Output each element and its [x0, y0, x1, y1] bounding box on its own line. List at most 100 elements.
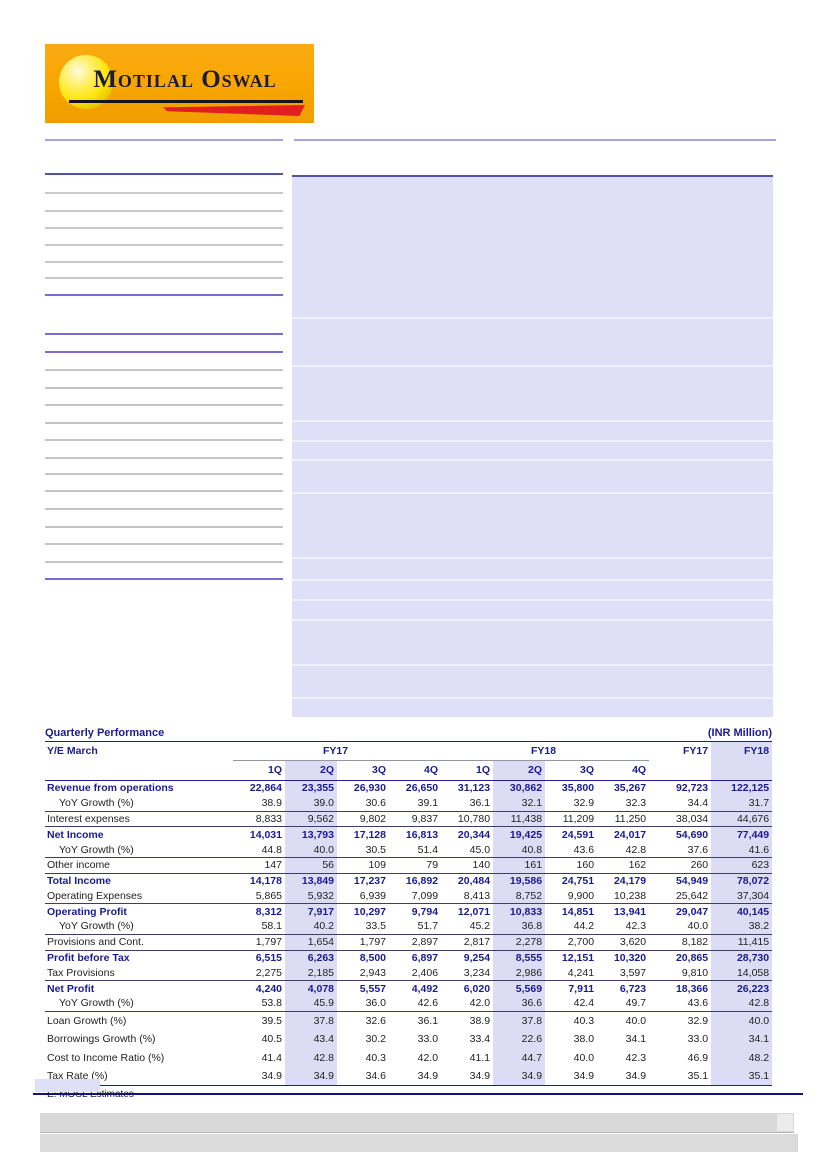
row-label: YoY Growth (%): [59, 920, 134, 933]
value-cell: 6,939: [359, 889, 386, 902]
value-cell: 45.9: [285, 995, 337, 1012]
value-cell: 10,780: [457, 812, 491, 825]
value-cell: 36.1: [469, 797, 491, 810]
quarterly-performance-section: Quarterly Performance (INR Million) Y/E …: [45, 726, 773, 1100]
highlight-content-block: [292, 175, 773, 717]
value-cell: 8,833: [255, 812, 282, 825]
value-cell: 20,484: [457, 875, 491, 888]
table-row: Tax Rate (%) 34.9 34.9 34.6 34.9 34.9 34.9 34.9…: [45, 1066, 773, 1086]
year-header-row: Y/E March FY17 FY18 FY17 FY18: [45, 742, 773, 761]
value-cell: 109: [368, 859, 386, 872]
value-cell: 58.1: [261, 920, 282, 933]
qp-table-body: Y/E March FY17 FY18 FY17 FY18 1Q 2Q 3Q 4Q 1Q…: [45, 742, 773, 1086]
value-cell: 24,591: [561, 828, 595, 841]
value-cell: 8,312: [255, 905, 282, 918]
value-cell: 38.9: [469, 1014, 491, 1027]
value-cell: 10,238: [613, 889, 647, 902]
divider-line: [45, 508, 283, 510]
value-cell: 1,797: [255, 936, 282, 949]
footer-navy-rule: [33, 1093, 803, 1095]
value-cell: 40.0: [625, 1014, 647, 1027]
value-cell: 43.6: [573, 843, 595, 856]
value-cell: 38.9: [261, 797, 282, 810]
value-cell: 9,900: [567, 889, 595, 902]
value-cell: 260: [690, 859, 709, 872]
value-cell: 77,449: [711, 826, 773, 843]
value-cell: 2,986: [493, 965, 546, 981]
value-cell: 42.3: [625, 1051, 647, 1064]
value-cell: 8,555: [493, 950, 546, 966]
table-title-bar: Quarterly Performance (INR Million): [45, 726, 772, 742]
value-cell: 43.6: [687, 997, 709, 1010]
block-row-separator: [292, 599, 773, 601]
value-cell: 14,058: [711, 965, 773, 981]
value-cell: 5,569: [493, 980, 546, 996]
value-cell: 51.7: [417, 920, 439, 933]
value-cell: 20,344: [457, 828, 491, 841]
value-cell: 42.6: [417, 997, 439, 1010]
value-cell: 43.4: [285, 1030, 337, 1049]
value-cell: 44.8: [261, 843, 282, 856]
value-cell: 38.0: [573, 1033, 595, 1046]
value-cell: 122,125: [711, 780, 773, 796]
value-cell: 8,182: [681, 936, 709, 949]
value-cell: 140: [472, 859, 491, 872]
value-cell: 33.4: [469, 1033, 491, 1046]
value-cell: 34.9: [469, 1070, 491, 1083]
value-cell: 12,151: [561, 951, 595, 964]
value-cell: 29,047: [675, 905, 709, 918]
value-cell: 8,500: [359, 951, 386, 964]
value-cell: 56: [285, 857, 337, 874]
value-cell: 38,034: [675, 812, 709, 825]
table-row: Net Profit 4,240 4,078 5,557 4,492 6,020 5,569…: [45, 980, 773, 996]
ye-march-label: Y/E March: [47, 745, 98, 758]
value-cell: 45.2: [469, 920, 491, 933]
value-cell: 11,415: [711, 934, 773, 951]
value-cell: 3,234: [463, 966, 491, 979]
row-label: Total Income: [47, 875, 111, 888]
value-cell: 34.9: [625, 1070, 647, 1083]
value-cell: 34.4: [687, 797, 709, 810]
row-label: Net Income: [47, 828, 104, 841]
value-cell: 11,250: [614, 812, 647, 825]
value-cell: 6,723: [619, 982, 647, 995]
divider-line: [45, 490, 283, 492]
divider-line: [45, 439, 283, 441]
quarterly-performance-table: Y/E March FY17 FY18 FY17 FY18 1Q 2Q 3Q 4Q 1Q…: [45, 742, 773, 1086]
value-cell: 2,185: [285, 965, 337, 981]
value-cell: 49.7: [625, 997, 647, 1010]
value-cell: 16,813: [405, 828, 439, 841]
quarter-header: 3Q: [580, 764, 595, 776]
fy17-span-header: FY17: [233, 742, 442, 761]
value-cell: 25,642: [675, 889, 709, 902]
block-row-separator: [292, 365, 773, 367]
value-cell: 17,237: [353, 875, 386, 888]
block-row-separator: [292, 579, 773, 581]
value-cell: 42.3: [625, 920, 647, 933]
value-cell: 42.8: [711, 995, 773, 1012]
value-cell: 32.1: [493, 795, 546, 812]
table-row: YoY Growth (%) 44.8 40.0 30.5 51.4 45.0 40.8 43…: [45, 842, 773, 858]
value-cell: 34.9: [573, 1070, 595, 1083]
divider-line: [45, 404, 283, 406]
value-cell: 11,209: [562, 812, 595, 825]
value-cell: 40.0: [687, 920, 709, 933]
value-cell: 4,492: [411, 982, 439, 995]
value-cell: 13,793: [285, 826, 337, 843]
divider-line: [45, 351, 283, 353]
value-cell: 9,562: [285, 811, 337, 827]
divider-line: [294, 139, 776, 141]
value-cell: 54,949: [675, 875, 709, 888]
fy18-span-header: FY18: [441, 742, 650, 761]
value-cell: 6,020: [463, 982, 491, 995]
value-cell: 40,145: [711, 903, 773, 920]
block-row-separator: [292, 317, 773, 319]
value-cell: 2,275: [255, 966, 282, 979]
row-label: Revenue from operations: [47, 782, 174, 795]
value-cell: 9,794: [411, 905, 439, 918]
divider-line: [45, 192, 283, 194]
value-cell: 46.9: [687, 1051, 709, 1064]
value-cell: 24,751: [561, 875, 595, 888]
value-cell: 40.3: [365, 1051, 386, 1064]
value-cell: 160: [576, 859, 595, 872]
